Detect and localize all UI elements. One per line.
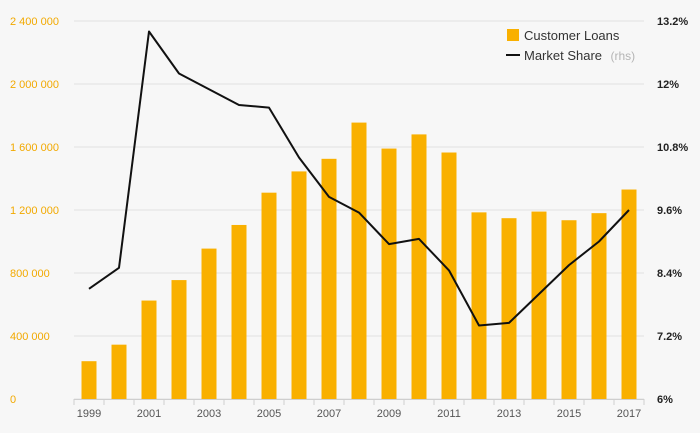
bar-customer-loans-2001 xyxy=(141,300,157,399)
right-axis-ticks: 6% 7.2% 8.4% 9.6% 10.8% 12% 13.2% xyxy=(657,16,688,406)
bar-customer-loans-2005 xyxy=(261,192,277,399)
left-tick-label: 0 xyxy=(10,394,16,406)
x-tick-label: 2017 xyxy=(617,408,641,420)
bar-customer-loans-2017 xyxy=(621,189,637,399)
left-tick-label: 800 000 xyxy=(10,268,50,280)
x-tick-label: 2003 xyxy=(197,408,221,420)
left-tick-label: 1 600 000 xyxy=(10,142,59,154)
x-tick-label: 2011 xyxy=(437,408,461,420)
right-tick-label: 12% xyxy=(657,79,679,91)
bar-customer-loans-2010 xyxy=(411,134,427,399)
x-tick-label: 2001 xyxy=(137,408,161,420)
legend-label-customer-loans: Customer Loans xyxy=(524,28,620,43)
bar-customer-loans-2011 xyxy=(441,152,457,399)
bar-customer-loans-2003 xyxy=(201,248,217,399)
x-tick-label: 2009 xyxy=(377,408,401,420)
bar-customer-loans-1999 xyxy=(81,361,97,399)
right-tick-label: 8.4% xyxy=(657,268,682,280)
x-axis: 1999 2001 2003 2005 2007 2009 2011 2013 2015 2017 xyxy=(73,399,645,420)
right-tick-label: 13.2% xyxy=(657,16,688,28)
bar-customer-loans-2002 xyxy=(171,280,187,399)
right-tick-label: 6% xyxy=(657,394,673,406)
legend-label-market-share-name: Market Share xyxy=(524,48,602,63)
bar-customer-loans-2016 xyxy=(591,213,607,399)
right-tick-label: 7.2% xyxy=(657,331,682,343)
x-tick-label: 2013 xyxy=(497,408,521,420)
right-tick-label: 9.6% xyxy=(657,205,682,217)
legend-label-market-share: Market Share (rhs) xyxy=(524,47,635,64)
x-tick-label: 1999 xyxy=(77,408,101,420)
right-tick-label: 10.8% xyxy=(657,142,688,154)
bar-customer-loans-2015 xyxy=(561,220,577,399)
bar-customer-loans-2004 xyxy=(231,224,247,399)
legend: Customer Loans Market Share (rhs) xyxy=(506,28,635,64)
customer-loans-bars xyxy=(81,122,637,400)
left-tick-label: 2 000 000 xyxy=(10,79,59,91)
left-tick-label: 2 400 000 xyxy=(10,16,59,28)
bar-customer-loans-2009 xyxy=(381,148,397,399)
legend-label-market-share-suffix: (rhs) xyxy=(611,49,636,63)
bar-customer-loans-2006 xyxy=(291,171,307,399)
legend-swatch-customer-loans xyxy=(507,29,519,41)
market-share-line-series xyxy=(88,30,630,327)
bar-customer-loans-2013 xyxy=(501,218,517,399)
x-tick-label: 2015 xyxy=(557,408,581,420)
left-tick-label: 1 200 000 xyxy=(10,205,59,217)
bar-customer-loans-2012 xyxy=(471,212,487,399)
left-tick-label: 400 000 xyxy=(10,331,50,343)
x-tick-label: 2005 xyxy=(257,408,281,420)
bar-customer-loans-2014 xyxy=(531,211,547,399)
bar-customer-loans-2008 xyxy=(351,122,367,400)
x-tick-label: 2007 xyxy=(317,408,341,420)
left-axis-ticks: 0 400 000 800 000 1 200 000 1 600 000 2 000 0… xyxy=(10,16,59,406)
bar-customer-loans-2000 xyxy=(111,344,127,399)
bar-customer-loans-2007 xyxy=(321,158,337,399)
